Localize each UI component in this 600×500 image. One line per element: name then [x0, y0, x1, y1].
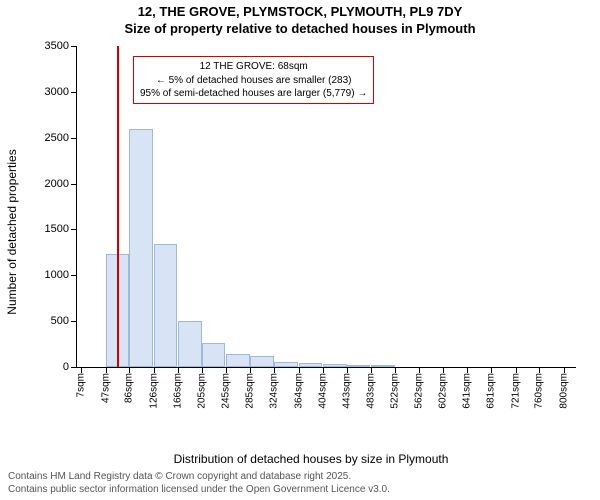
x-tick-label: 126sqm — [148, 373, 159, 409]
annotation-line-1: ← 5% of detached houses are smaller (283… — [140, 74, 367, 87]
title-line-1: 12, THE GROVE, PLYMSTOCK, PLYMOUTH, PL9 … — [0, 4, 600, 21]
footer-attribution: Contains HM Land Registry data © Crown c… — [8, 471, 390, 496]
histogram-bar — [250, 356, 274, 367]
histogram-bar — [323, 364, 347, 367]
x-tick-label: 721sqm — [510, 373, 521, 409]
y-tick-label: 0 — [63, 361, 69, 373]
x-tick-label: 404sqm — [317, 373, 328, 409]
x-tick-label: 205sqm — [196, 373, 207, 409]
x-tick-label: 602sqm — [438, 373, 449, 409]
histogram-bar — [154, 244, 178, 367]
footer-line-1: Contains HM Land Registry data © Crown c… — [8, 471, 390, 484]
x-tick-label: 245sqm — [221, 373, 232, 409]
annotation-box: 12 THE GROVE: 68sqm← 5% of detached hous… — [133, 56, 374, 104]
marker-line — [117, 46, 119, 367]
x-tick-label: 562sqm — [413, 373, 424, 409]
y-tick-label: 2000 — [45, 178, 69, 190]
y-tick-label: 1500 — [45, 223, 69, 235]
x-tick-label: 166sqm — [173, 373, 184, 409]
x-tick-label: 760sqm — [534, 373, 545, 409]
y-tick — [71, 46, 77, 47]
annotation-title: 12 THE GROVE: 68sqm — [140, 60, 367, 73]
x-tick-label: 285sqm — [245, 373, 256, 409]
y-tick — [71, 229, 77, 230]
x-tick-label: 86sqm — [124, 373, 135, 403]
x-tick-label: 522sqm — [389, 373, 400, 409]
annotation-line-2: 95% of semi-detached houses are larger (… — [140, 87, 367, 100]
x-tick-label: 47sqm — [100, 373, 111, 403]
y-tick — [71, 184, 77, 185]
histogram-bar — [274, 362, 298, 368]
x-tick-label: 800sqm — [558, 373, 569, 409]
footer-line-2: Contains public sector information licen… — [8, 484, 390, 497]
histogram-bar — [202, 343, 226, 367]
histogram-bar — [371, 365, 395, 367]
histogram-bar — [226, 354, 250, 367]
y-tick — [71, 321, 77, 322]
chart-titles: 12, THE GROVE, PLYMSTOCK, PLYMOUTH, PL9 … — [0, 0, 600, 38]
x-tick-label: 364sqm — [293, 373, 304, 409]
y-tick — [71, 275, 77, 276]
y-tick-label: 3500 — [45, 40, 69, 52]
title-line-2: Size of property relative to detached ho… — [0, 21, 600, 38]
y-tick-label: 3000 — [45, 86, 69, 98]
chart-wrap: Number of detached properties 0500100015… — [46, 46, 576, 418]
x-tick-label: 7sqm — [76, 373, 87, 397]
y-tick-label: 2500 — [45, 132, 69, 144]
x-tick-label: 681sqm — [486, 373, 497, 409]
plot-area: 05001000150020002500300035007sqm47sqm86s… — [76, 46, 576, 368]
x-tick-label: 483sqm — [365, 373, 376, 409]
y-tick — [71, 367, 77, 368]
x-tick-label: 443sqm — [341, 373, 352, 409]
x-axis-label: Distribution of detached houses by size … — [174, 452, 449, 466]
x-tick-label: 324sqm — [269, 373, 280, 409]
histogram-bar — [129, 129, 153, 367]
histogram-bar — [347, 365, 371, 367]
y-tick-label: 500 — [51, 315, 69, 327]
y-tick-label: 1000 — [45, 269, 69, 281]
x-tick-label: 641sqm — [462, 373, 473, 409]
histogram-bar — [178, 321, 202, 367]
y-axis-label: Number of detached properties — [5, 149, 19, 314]
y-tick — [71, 138, 77, 139]
y-tick — [71, 92, 77, 93]
histogram-bar — [299, 363, 323, 367]
